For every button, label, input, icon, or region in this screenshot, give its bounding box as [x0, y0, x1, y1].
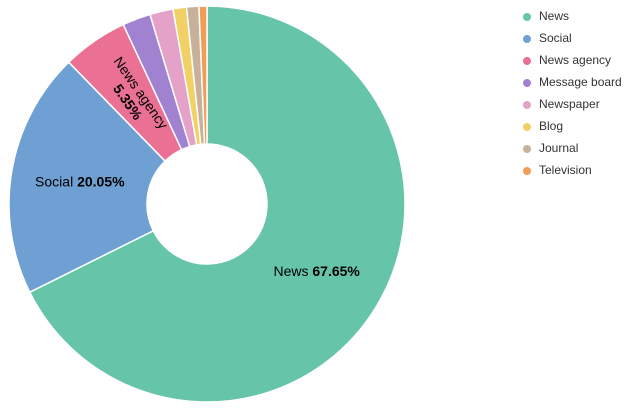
slice: [8, 61, 167, 294]
data-label: News 67.65%: [273, 263, 360, 279]
legend-label: Journal: [539, 141, 578, 155]
legend-label: Newspaper: [539, 97, 600, 111]
legend-swatch: [523, 167, 531, 175]
legend-label: Social: [539, 31, 572, 45]
legend-swatch: [523, 13, 531, 21]
slice: [198, 5, 208, 145]
legend-swatch: [523, 123, 531, 131]
data-label: Social 20.05%: [35, 173, 125, 189]
label-name: Social: [35, 173, 73, 189]
legend-swatch: [523, 35, 531, 43]
legend-label: News agency: [539, 53, 611, 67]
legend-label: Message board: [539, 75, 622, 89]
legend-label: News: [539, 9, 569, 23]
label-value: 67.65%: [312, 263, 360, 279]
label-name: News: [273, 263, 308, 279]
legend-swatch: [523, 145, 531, 153]
legend-label: Television: [539, 163, 592, 177]
legend-swatch: [523, 101, 531, 109]
legend-swatch: [523, 79, 531, 87]
slice: [28, 5, 406, 403]
label-value: 20.05%: [77, 173, 125, 189]
legend-label: Blog: [539, 119, 563, 133]
legend-swatch: [523, 57, 531, 65]
